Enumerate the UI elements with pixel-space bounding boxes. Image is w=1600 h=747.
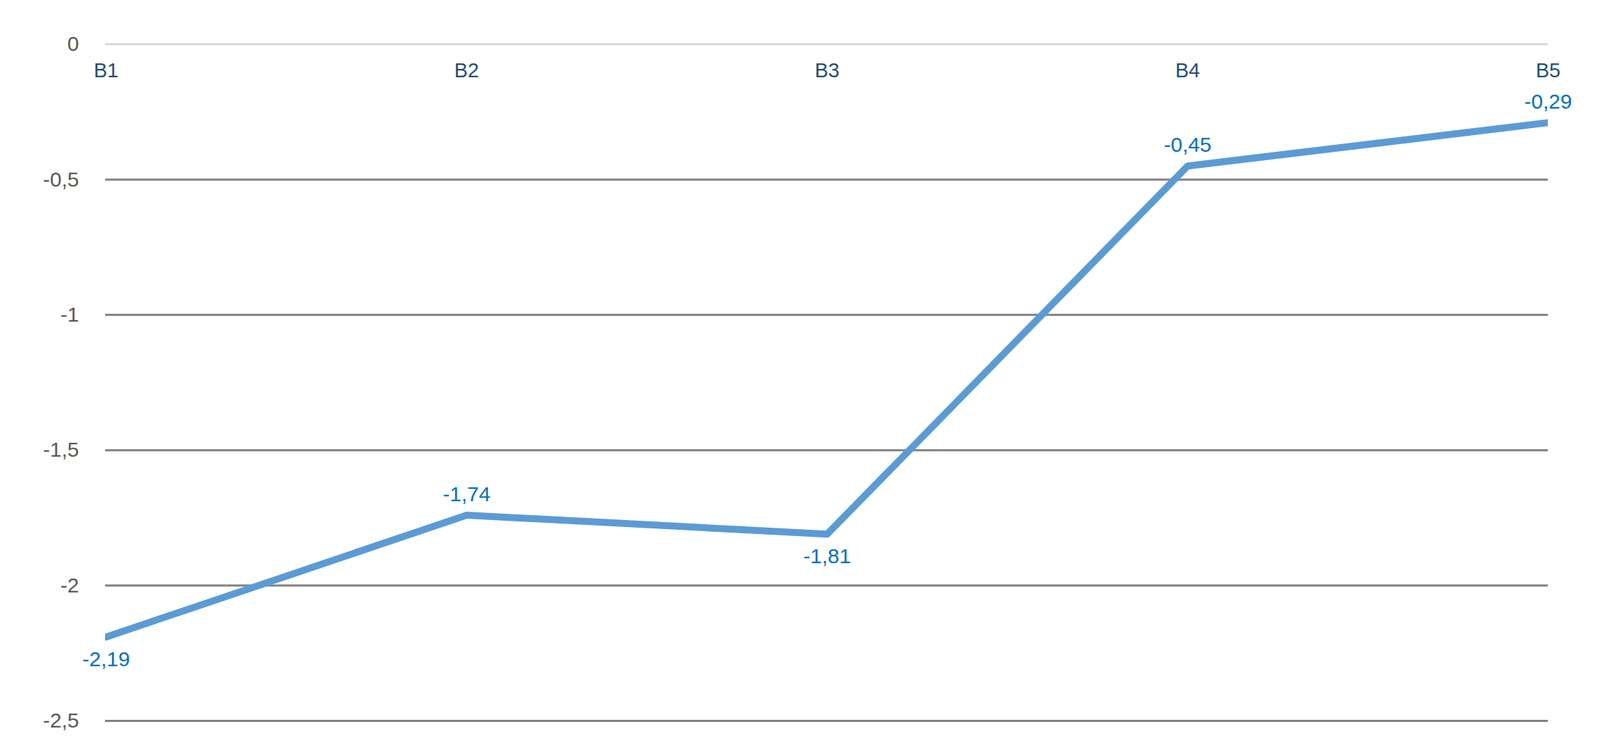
svg-text:-2: -2 [60, 573, 80, 597]
svg-text:B1: B1 [93, 59, 119, 82]
svg-text:-2,19: -2,19 [82, 647, 130, 671]
svg-text:-0,45: -0,45 [1163, 132, 1211, 156]
svg-text:0: 0 [67, 32, 80, 55]
svg-text:B5: B5 [1535, 59, 1561, 82]
svg-text:-2,5: -2,5 [43, 708, 80, 732]
svg-text:-0,5: -0,5 [43, 167, 80, 191]
svg-text:-0,29: -0,29 [1524, 89, 1572, 113]
svg-text:-1,5: -1,5 [43, 437, 80, 461]
svg-text:B4: B4 [1175, 59, 1200, 82]
svg-text:-1,74: -1,74 [442, 482, 490, 506]
svg-text:-1,81: -1,81 [803, 544, 851, 568]
svg-text:B3: B3 [814, 59, 840, 82]
svg-text:-1: -1 [60, 302, 80, 326]
svg-text:B2: B2 [454, 59, 479, 82]
